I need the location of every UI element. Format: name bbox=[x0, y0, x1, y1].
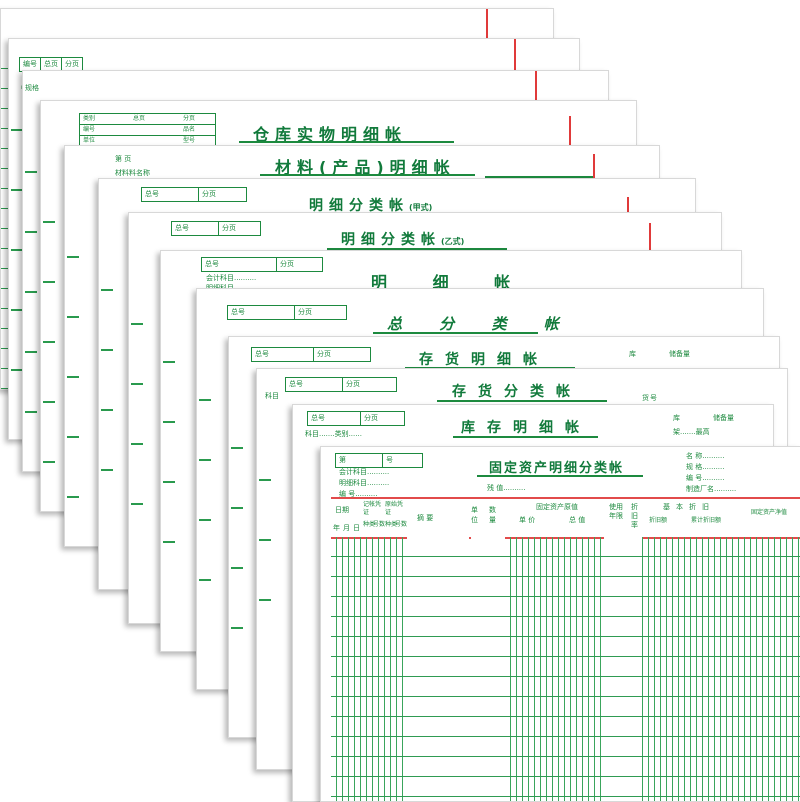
header-field: 规格 bbox=[25, 84, 39, 92]
ledger-table-header: 日期 年 月 日 记帐凭证 种类 号数 原始凭证 种类 号数 摘 要 单位 数量… bbox=[331, 497, 800, 539]
page-number-box: 总号 分页 bbox=[141, 187, 247, 202]
page-number-box: 总号 分页 bbox=[171, 221, 261, 236]
page-number-box: 总号 分页 bbox=[251, 347, 371, 362]
sheet-title: 库存明细帐 bbox=[461, 420, 591, 436]
header-field: 第 页 bbox=[115, 155, 132, 163]
sheet-title: 仓库实物明细帐 bbox=[253, 125, 408, 144]
header-field: 科目.......类别...... bbox=[305, 430, 362, 438]
page-number-box: 第号 bbox=[335, 453, 423, 468]
page-number-box: 总号 分页 bbox=[307, 411, 405, 426]
code-field: 编 号.......... bbox=[686, 474, 725, 482]
header-field: 储备量 bbox=[669, 350, 690, 358]
red-margin-line bbox=[569, 116, 571, 148]
sheet-title: 存货明细帐 bbox=[419, 352, 549, 368]
spec-field: 规 格.......... bbox=[686, 463, 725, 471]
residual-value-field: 残 值.......... bbox=[487, 484, 526, 492]
number-field: 编 号.......... bbox=[339, 490, 378, 498]
page-number-box: 总号 分页 bbox=[201, 257, 323, 272]
header-field: 库 bbox=[629, 350, 636, 358]
sheet-title: 明细分类帐(乙式) bbox=[341, 232, 465, 248]
header-field: 储备量 bbox=[713, 414, 734, 422]
account-field: 会计科目.......... bbox=[339, 468, 390, 476]
ledger-table-body bbox=[331, 537, 800, 801]
sheet-title: 明细分类帐(甲式) bbox=[309, 198, 433, 214]
sheet-title: 存货分类帐 bbox=[452, 384, 582, 400]
red-margin-line bbox=[593, 154, 595, 184]
red-margin-line bbox=[514, 39, 516, 73]
sheet-title: 明 细 帐 bbox=[371, 273, 531, 292]
sheet-title: 总 分 类 帐 bbox=[387, 315, 575, 333]
sheet-title: 材料(产品)明细帐 bbox=[275, 158, 456, 177]
header-field: 架.......最高 bbox=[673, 428, 710, 436]
header-field: 库 bbox=[673, 414, 680, 422]
manufacturer-field: 制造厂名.......... bbox=[686, 485, 737, 493]
header-field: 会计科目.......... bbox=[206, 274, 257, 282]
red-margin-line bbox=[649, 223, 651, 253]
ledger-sheet-front: 第号 会计科目.......... 明细科目.......... 编 号....… bbox=[320, 446, 800, 802]
sheet-title: 固定资产明细分类帐 bbox=[489, 461, 625, 476]
red-margin-line bbox=[535, 71, 537, 103]
header-field: 科目 bbox=[265, 392, 279, 400]
header-field: 货号 bbox=[642, 394, 658, 402]
red-margin-line bbox=[486, 9, 488, 39]
page-number-box: 总号 分页 bbox=[285, 377, 397, 392]
page-number-box: 总号 分页 bbox=[227, 305, 347, 320]
name-field: 名 称.......... bbox=[686, 452, 725, 460]
sub-account-field: 明细科目.......... bbox=[339, 479, 390, 487]
header-field: 材料料名称 bbox=[115, 169, 150, 177]
